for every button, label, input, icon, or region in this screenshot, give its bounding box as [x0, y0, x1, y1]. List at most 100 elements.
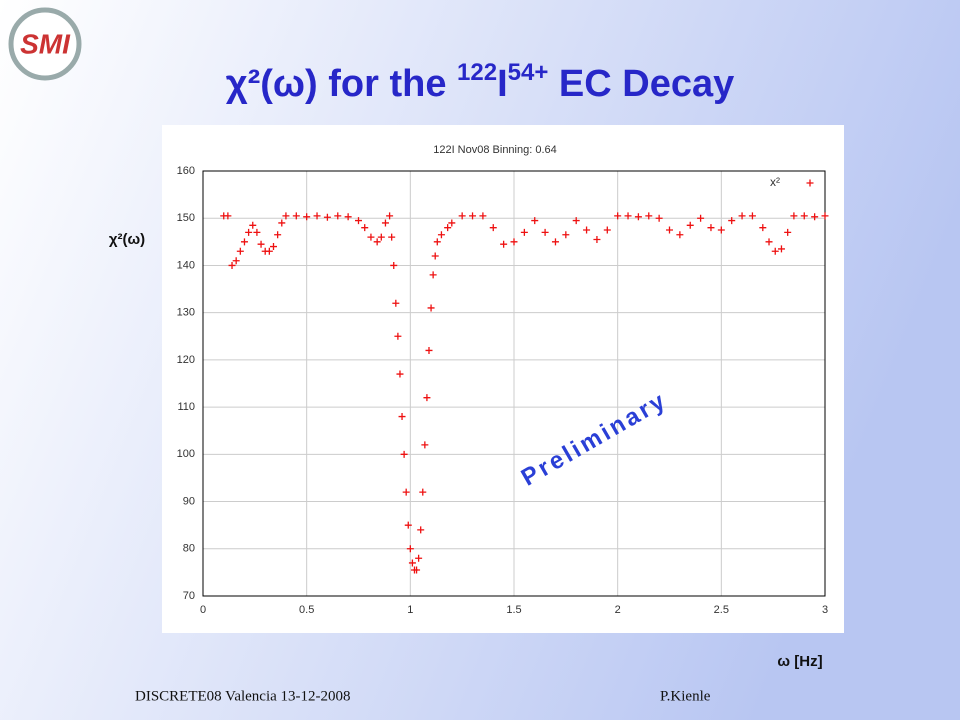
data-point: [541, 228, 549, 236]
data-point: [381, 219, 389, 227]
data-point: [386, 212, 394, 220]
data-point: [697, 214, 705, 222]
data-point: [489, 224, 497, 232]
data-point: [245, 228, 253, 236]
data-point: [572, 217, 580, 225]
legend-label: x²: [770, 175, 780, 189]
data-point: [821, 212, 829, 220]
data-point: [551, 238, 559, 246]
data-point: [728, 217, 736, 225]
data-point: [759, 224, 767, 232]
data-point: [323, 213, 331, 221]
plot-frame: [202, 170, 826, 597]
data-point: [402, 488, 410, 496]
data-point: [765, 238, 773, 246]
data-point: [228, 261, 236, 269]
data-point: [377, 233, 385, 241]
footer-right: P.Kienle: [660, 688, 711, 704]
data-point: [431, 252, 439, 260]
data-point: [390, 261, 398, 269]
y-tick-label: 140: [177, 259, 195, 271]
data-point: [425, 346, 433, 354]
data-point: [748, 212, 756, 220]
x-tick-label: 1.5: [506, 604, 521, 616]
data-point: [784, 228, 792, 236]
data-point: [429, 271, 437, 279]
data-point: [373, 238, 381, 246]
data-point: [269, 243, 277, 251]
data-point: [423, 394, 431, 402]
data-point: [771, 247, 779, 255]
data-point: [433, 238, 441, 246]
y-tick-label: 160: [177, 165, 195, 177]
y-tick-label: 120: [177, 354, 195, 366]
data-point: [790, 212, 798, 220]
data-point: [421, 441, 429, 449]
data-point: [707, 224, 715, 232]
data-point: [249, 221, 257, 229]
footer-left: DISCRETE08 Valencia 13-12-2008: [135, 688, 351, 704]
data-point: [274, 231, 282, 239]
data-point: [265, 247, 273, 255]
data-point: [236, 247, 244, 255]
y-tick-label: 90: [183, 495, 195, 507]
data-point: [396, 370, 404, 378]
data-point: [717, 226, 725, 234]
data-point: [800, 212, 808, 220]
data-point: [253, 228, 261, 236]
x-tick-label: 3: [822, 604, 828, 616]
chart-title: 122I Nov08 Binning: 0.64: [433, 144, 557, 156]
x-tick-label: 1: [407, 604, 413, 616]
title-charge: 54+: [508, 59, 549, 86]
logo-ring: [8, 7, 82, 81]
data-point: [278, 219, 286, 227]
data-point: [614, 212, 622, 220]
data-point: [583, 226, 591, 234]
data-point: [392, 299, 400, 307]
data-point: [738, 212, 746, 220]
data-point: [469, 212, 477, 220]
data-point: [344, 213, 352, 221]
data-point: [666, 226, 673, 234]
data-point: [334, 212, 342, 220]
data-point: [367, 233, 375, 241]
title-mass: 122: [457, 59, 497, 86]
data-point: [400, 450, 408, 458]
data-point: [404, 521, 412, 529]
data-point: [520, 228, 528, 236]
data-point: [510, 238, 518, 246]
y-tick-label: 130: [177, 307, 195, 319]
data-point: [593, 235, 601, 243]
x-tick-label: 2.5: [714, 604, 729, 616]
data-point: [777, 245, 785, 253]
data-point: [448, 219, 456, 227]
data-point: [531, 217, 539, 225]
x-tick-label: 0.5: [299, 604, 314, 616]
y-tick-label: 110: [177, 401, 195, 413]
y-axis-label: χ²(ω): [109, 231, 145, 248]
data-point: [500, 240, 508, 248]
data-point: [303, 213, 311, 221]
data-point: [413, 566, 421, 574]
data-point: [479, 212, 487, 220]
title-element: I: [497, 63, 508, 105]
data-point: [686, 221, 694, 229]
data-point: [417, 526, 425, 534]
slide-title: χ²(ω) for the 122I54+ EC Decay: [226, 59, 734, 105]
data-point: [562, 231, 570, 239]
data-point: [634, 213, 642, 221]
logo: SMI: [20, 28, 71, 59]
data-point: [655, 214, 663, 222]
data-point: [645, 212, 653, 220]
x-tick-label: 0: [200, 604, 206, 616]
y-tick-label: 100: [177, 448, 195, 460]
data-point: [408, 559, 416, 567]
data-point: [224, 212, 232, 220]
data-point: [419, 488, 427, 496]
x-tick-label: 2: [615, 604, 621, 616]
data-point: [444, 224, 452, 232]
data-point: [406, 545, 414, 553]
title-rest: EC Decay: [548, 63, 734, 105]
data-point: [292, 212, 300, 220]
